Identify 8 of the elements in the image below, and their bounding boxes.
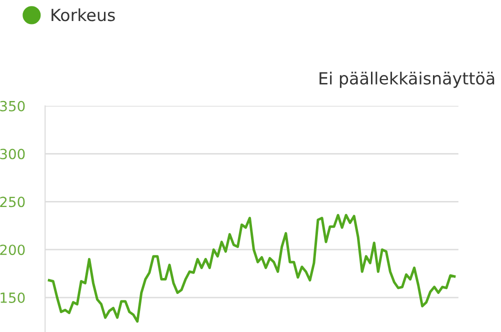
line-series [48,214,456,323]
y-tick-label: 300 [0,148,25,160]
y-tick-label: 200 [0,244,25,256]
y-tick-label: 250 [0,196,25,208]
chart-title: Ei päällekkäisnäyttöä [320,72,494,88]
y-tick-label: 150 [0,292,25,303]
y-tick-label: 350 [0,100,25,112]
legend-label: Korkeus [52,8,115,22]
